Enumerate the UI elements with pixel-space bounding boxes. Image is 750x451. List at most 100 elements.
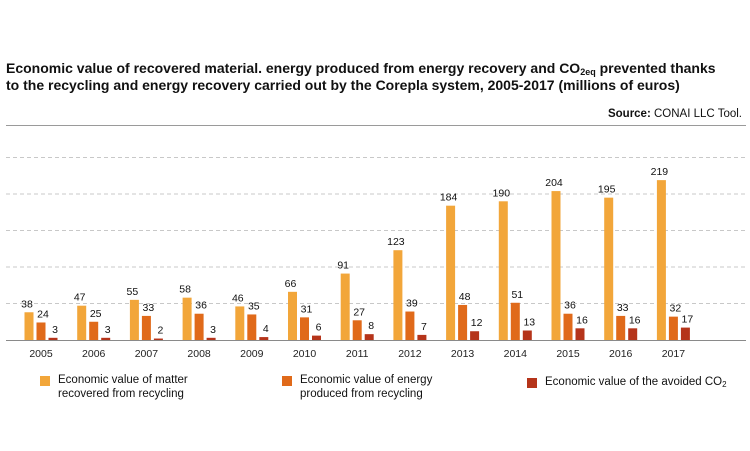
bar-avoided-2007 <box>153 338 163 340</box>
bar-energy-2006 <box>89 321 99 340</box>
bar-matter-2006 <box>77 305 87 340</box>
bar-energy-2016 <box>616 315 626 340</box>
x-tick-label-2014: 2014 <box>504 348 528 360</box>
bar-energy-2011 <box>352 320 362 340</box>
data-label-avoided-2005: 3 <box>52 324 58 336</box>
data-label-avoided-2015: 16 <box>576 314 588 326</box>
data-label-energy-2005: 24 <box>37 308 49 320</box>
bar-avoided-2005 <box>48 337 58 340</box>
data-label-energy-2014: 51 <box>511 289 523 301</box>
x-tick-label-2010: 2010 <box>293 348 317 360</box>
bar-avoided-2012 <box>417 334 427 340</box>
bar-avoided-2014 <box>522 330 532 340</box>
chart-title-line-1: Economic value of recovered material. en… <box>6 60 746 77</box>
data-label-matter-2005: 38 <box>21 298 33 310</box>
chart-title-line-2: to the recycling and energy recovery car… <box>6 77 680 93</box>
bar-energy-2007 <box>141 315 151 340</box>
data-label-energy-2006: 25 <box>90 308 102 320</box>
x-tick-label-2017: 2017 <box>662 348 686 360</box>
bar-avoided-2009 <box>259 337 269 340</box>
data-label-matter-2006: 47 <box>74 292 86 304</box>
data-label-energy-2008: 36 <box>195 300 207 312</box>
data-label-matter-2010: 66 <box>285 278 297 290</box>
chart-title-subscript: 2eq <box>580 67 596 77</box>
data-label-avoided-2013: 12 <box>471 317 483 329</box>
bar-avoided-2017 <box>680 327 690 340</box>
x-tick-label-2012: 2012 <box>398 348 422 360</box>
legend-item-avoided: Economic value of the avoided CO2 <box>527 375 727 389</box>
bar-avoided-2016 <box>628 328 638 340</box>
bar-energy-2017 <box>668 316 678 340</box>
bar-matter-2017 <box>656 180 666 340</box>
source-label: Source: <box>607 108 651 120</box>
x-tick-label-2011: 2011 <box>346 348 369 360</box>
bar-avoided-2006 <box>101 337 111 340</box>
x-tick-label-2009: 2009 <box>240 348 264 360</box>
bar-matter-2016 <box>604 197 614 340</box>
data-label-energy-2012: 39 <box>406 298 418 310</box>
bar-avoided-2011 <box>364 334 374 340</box>
data-label-avoided-2017: 17 <box>682 314 694 326</box>
x-tick-label-2008: 2008 <box>187 348 211 360</box>
legend-label-energy: Economic value of energy produced from r… <box>300 374 433 400</box>
bar-matter-2010 <box>288 291 297 340</box>
x-tick-label-2005: 2005 <box>29 348 53 360</box>
data-label-matter-2017: 219 <box>651 166 669 178</box>
bar-energy-2010 <box>300 317 309 340</box>
legend-label-matter: Economic value of matter recovered from … <box>58 374 188 400</box>
legend-label-avoided-subscript: 2 <box>722 380 727 389</box>
x-tick-label-2006: 2006 <box>82 348 106 360</box>
data-label-avoided-2016: 16 <box>629 314 641 326</box>
data-label-matter-2012: 123 <box>387 236 405 248</box>
bar-matter-2014 <box>498 201 508 340</box>
data-label-matter-2016: 195 <box>598 184 616 196</box>
chart-title: Economic value of recovered material. en… <box>6 60 746 94</box>
bar-energy-2015 <box>563 313 573 340</box>
data-label-avoided-2010: 6 <box>316 322 322 334</box>
data-label-energy-2016: 33 <box>617 302 629 314</box>
legend-swatch-avoided <box>527 378 537 388</box>
source-note: Source: CONAI LLC Tool. <box>608 108 742 120</box>
bar-energy-2012 <box>405 311 415 340</box>
bar-avoided-2010 <box>312 335 321 340</box>
bar-matter-2008 <box>182 297 192 340</box>
bar-matter-2013 <box>446 205 456 340</box>
data-label-avoided-2009: 4 <box>263 323 269 335</box>
data-label-energy-2009: 35 <box>248 300 260 312</box>
data-label-matter-2007: 55 <box>127 286 139 298</box>
bar-matter-2015 <box>551 191 561 340</box>
x-tick-label-2016: 2016 <box>609 348 633 360</box>
data-label-energy-2013: 48 <box>459 291 471 303</box>
bar-energy-2008 <box>194 313 204 340</box>
data-label-avoided-2012: 7 <box>421 321 427 333</box>
bar-matter-2007 <box>129 299 139 340</box>
bar-energy-2009 <box>247 314 257 340</box>
legend-label-avoided-text: Economic value of the avoided CO <box>545 376 723 388</box>
data-label-energy-2011: 27 <box>353 306 365 318</box>
title-divider <box>6 125 746 126</box>
legend-swatch-energy <box>282 376 292 386</box>
data-label-energy-2015: 36 <box>564 300 576 312</box>
bar-energy-2013 <box>458 304 468 340</box>
bar-avoided-2015 <box>575 328 585 340</box>
bar-matter-2009 <box>235 306 245 340</box>
data-label-avoided-2006: 3 <box>105 324 111 336</box>
data-label-avoided-2008: 3 <box>210 324 216 336</box>
bar-energy-2005 <box>36 322 46 340</box>
data-label-avoided-2011: 8 <box>368 320 374 332</box>
bar-avoided-2008 <box>206 337 216 340</box>
bar-matter-2012 <box>393 250 403 340</box>
data-label-matter-2009: 46 <box>232 292 244 304</box>
chart-title-text: Economic value of recovered material. en… <box>6 60 581 76</box>
chart-title-text-end: prevented thanks <box>595 60 716 76</box>
data-label-matter-2011: 91 <box>337 260 349 272</box>
bar-avoided-2013 <box>470 331 480 340</box>
bar-energy-2014 <box>510 302 520 340</box>
data-label-avoided-2007: 2 <box>157 325 163 337</box>
data-label-energy-2007: 33 <box>143 302 155 314</box>
data-label-matter-2008: 58 <box>179 284 191 296</box>
data-label-matter-2015: 204 <box>545 177 563 189</box>
data-label-avoided-2014: 13 <box>523 317 535 329</box>
bar-matter-2005 <box>24 312 34 340</box>
